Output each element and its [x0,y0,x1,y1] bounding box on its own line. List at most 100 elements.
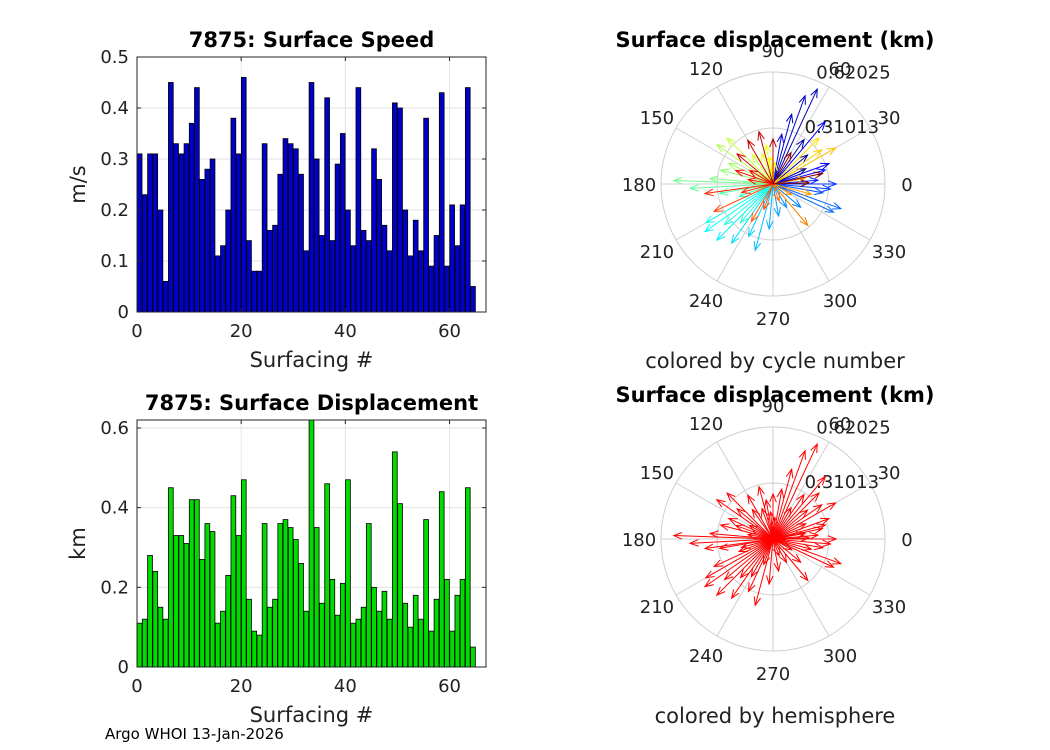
bar [277,173,284,313]
vector-head [726,492,736,502]
angle-label: 30 [878,108,901,129]
bar [152,570,159,668]
bar [303,610,310,668]
displacement-vector [747,494,774,540]
displacement-vector [772,538,809,582]
vector-shaft [772,509,808,540]
displacement-vector [763,143,774,185]
vector-shaft [772,476,826,540]
vector-shaft [673,180,774,185]
vector-head [753,596,762,607]
bar [308,82,315,313]
vector-shaft [772,183,780,202]
vector-head [672,532,683,540]
vector-head [810,137,820,147]
vector-shaft [772,538,780,557]
displacement-vector [748,169,774,185]
vector-head [817,475,827,486]
bar [470,646,476,668]
vector-head [782,542,793,551]
angle-label: 150 [640,108,674,129]
vector-shaft [758,486,774,540]
vector-shaft [748,538,774,592]
bar [459,578,466,668]
vector-head [747,494,756,505]
vector-head [757,485,765,496]
displacement-vector [772,151,792,185]
vector-shaft [748,534,774,540]
angle-label: 180 [622,175,656,196]
y-axis-label: km [66,527,90,560]
vector-head [813,526,824,534]
vector-head [740,541,751,549]
vector-head [819,517,831,525]
vector-shaft [751,154,774,185]
displacement-vector [772,183,813,196]
y-axis-label: m/s [66,165,90,203]
bar [371,148,377,313]
vector-shaft [772,154,808,185]
angle-label: 210 [640,597,674,618]
vector-shaft [754,538,774,606]
bar [412,594,419,668]
plot-box [136,56,487,313]
vector-head [703,543,714,552]
vector-head [799,216,809,227]
vector-head [765,220,774,231]
displacement-vector [772,526,824,540]
bar [355,87,362,313]
vector-head [796,493,805,504]
bar [428,630,435,668]
radius-label: 0.62025 [816,417,890,438]
bar [168,487,174,668]
bar [392,102,398,313]
bar [334,614,341,668]
displacement-vector [708,175,774,185]
vector-shaft [709,532,774,540]
vector-shaft [690,183,774,189]
displacement-vector [772,502,837,540]
angle-label: 270 [756,664,790,685]
vector-shaft [772,538,831,545]
displacement-vector [740,538,774,549]
vector-shaft [768,183,774,230]
angle-label: 330 [872,597,906,618]
angle-label: 60 [829,59,852,80]
vector-head [704,215,715,224]
vector-shaft [772,492,820,540]
displacement-vector [739,538,774,579]
bar [397,503,403,668]
bar [136,622,143,668]
displacement-vector [772,183,781,218]
vector-shaft [772,504,823,540]
vector-shaft [772,523,806,540]
vector-head [718,543,729,551]
displacement-vector [772,538,835,568]
displacement-vector [763,498,774,540]
vector-head [773,207,781,218]
bar [147,153,153,313]
displacement-vector [740,183,774,194]
vector-shaft [709,177,774,185]
vector-shaft [736,153,774,185]
bar [433,235,440,313]
vector-head [708,175,719,183]
vector-head [824,205,835,213]
displacement-vector [672,177,774,185]
displacement-vector [772,183,825,196]
angle-label: 300 [823,291,857,312]
vector-shaft [772,183,793,196]
tick-label-y: 0 [118,657,129,678]
angle-label: 90 [762,41,785,62]
angle-label: 240 [689,291,723,312]
vector-shaft [772,494,805,540]
bar [220,245,226,313]
vector-shaft [772,163,830,185]
bar [282,138,289,313]
displacement-vector [772,538,813,551]
bar [392,451,398,668]
displacement-vector [772,467,794,540]
displacement-vector [723,538,774,581]
vector-head [802,543,813,551]
vector-head [827,180,838,188]
